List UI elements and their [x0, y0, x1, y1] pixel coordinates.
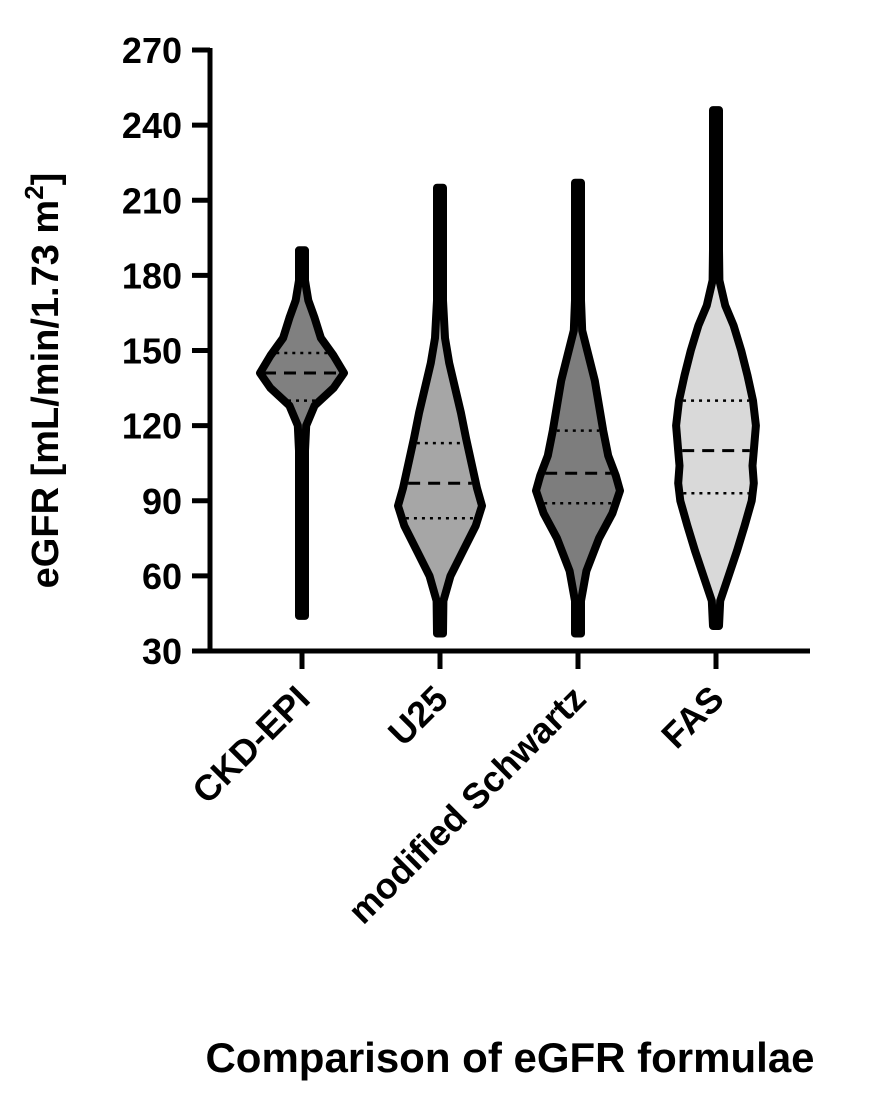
- violins-layer: [256, 106, 760, 638]
- y-tick-label: 150: [122, 331, 182, 372]
- y-tick-label: 90: [142, 481, 182, 522]
- x-category-label: U25: [380, 678, 456, 754]
- violin-body: [532, 178, 624, 638]
- y-axis-ticks: 30 60 90 120 150 180 210 240 270: [122, 30, 210, 672]
- x-axis-title: Comparison of eGFR formulae: [205, 1034, 814, 1081]
- y-tick-label: 270: [122, 30, 182, 71]
- y-tick-label: 60: [142, 556, 182, 597]
- violin-body: [394, 183, 486, 638]
- y-tick-label: 30: [142, 631, 182, 672]
- y-tick-label: 180: [122, 255, 182, 296]
- violin-body: [256, 246, 348, 620]
- y-tick-label: 120: [122, 406, 182, 447]
- x-category-label: CKD-EPI: [184, 678, 318, 812]
- violin-body: [672, 106, 760, 630]
- y-tick-label: 210: [122, 180, 182, 221]
- x-category-label: FAS: [653, 678, 731, 756]
- x-category-label: modified Schwartz: [340, 678, 594, 932]
- y-tick-label: 240: [122, 105, 182, 146]
- y-axis-title: eGFR [mL/min/1.73 m2]: [19, 173, 67, 589]
